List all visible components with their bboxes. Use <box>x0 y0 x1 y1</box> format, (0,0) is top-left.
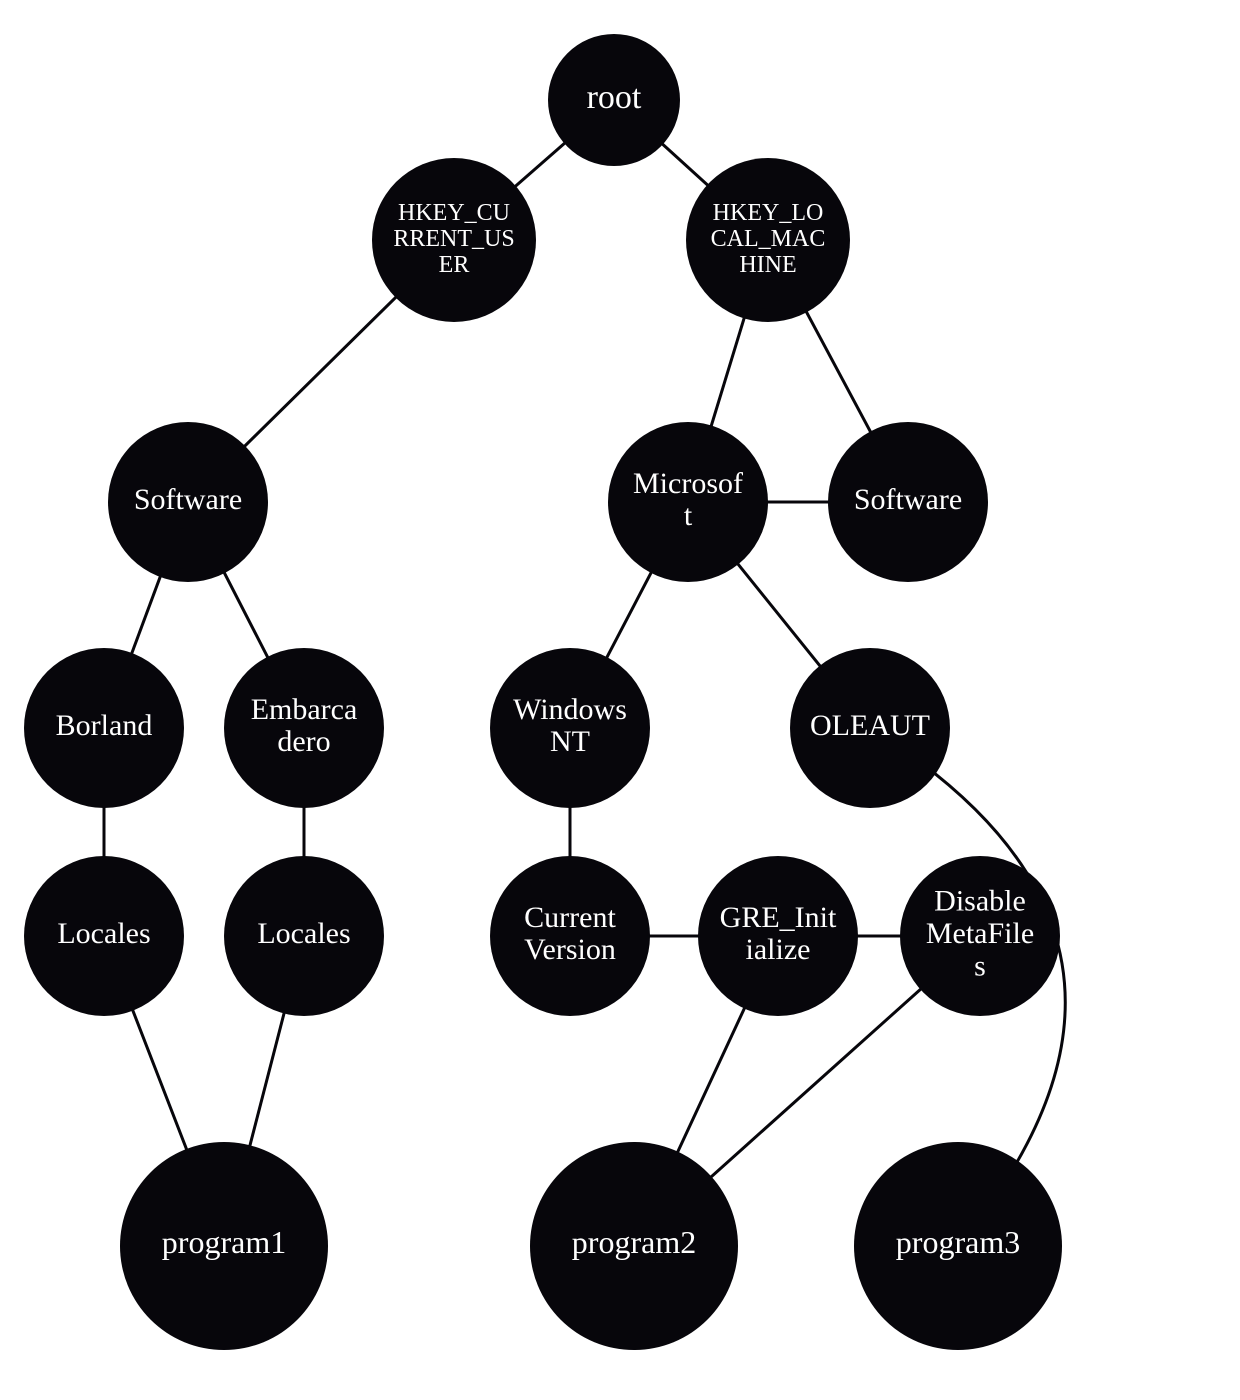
node-locales2: Locales <box>224 856 384 1016</box>
node-sw1: Software <box>108 422 268 582</box>
node-disablemeta: DisableMetaFiles <box>900 856 1060 1016</box>
node-curver: CurrentVersion <box>490 856 650 1016</box>
node-embarcadero: Embarcadero <box>224 648 384 808</box>
node-label: root <box>587 79 642 116</box>
node-label: program3 <box>896 1224 1020 1260</box>
node-label: Software <box>134 483 242 516</box>
node-program1: program1 <box>120 1142 328 1350</box>
node-label: CurrentVersion <box>524 901 616 966</box>
registry-tree-diagram: root HKEY_CURRENT_USER HKEY_LOCAL_MACHINE S… <box>0 0 1240 1400</box>
node-sw2: Software <box>828 422 988 582</box>
node-label: Software <box>854 483 962 516</box>
node-oleaut: OLEAUT <box>790 648 950 808</box>
node-hkcu: HKEY_CURRENT_USER <box>372 158 536 322</box>
node-program2: program2 <box>530 1142 738 1350</box>
node-root: root <box>548 34 680 166</box>
node-borland: Borland <box>24 648 184 808</box>
node-locales1: Locales <box>24 856 184 1016</box>
node-hklm: HKEY_LOCAL_MACHINE <box>686 158 850 322</box>
node-label: Locales <box>57 917 150 950</box>
node-label: Locales <box>257 917 350 950</box>
node-microsoft: Microsoft <box>608 422 768 582</box>
nodes-layer: root HKEY_CURRENT_USER HKEY_LOCAL_MACHINE S… <box>24 34 1062 1350</box>
node-label: Borland <box>56 709 153 742</box>
node-program3: program3 <box>854 1142 1062 1350</box>
node-label: program2 <box>572 1224 696 1260</box>
node-winnt: WindowsNT <box>490 648 650 808</box>
node-label: program1 <box>162 1224 286 1260</box>
node-greinit: GRE_Initialize <box>698 856 858 1016</box>
node-label: OLEAUT <box>810 709 930 742</box>
